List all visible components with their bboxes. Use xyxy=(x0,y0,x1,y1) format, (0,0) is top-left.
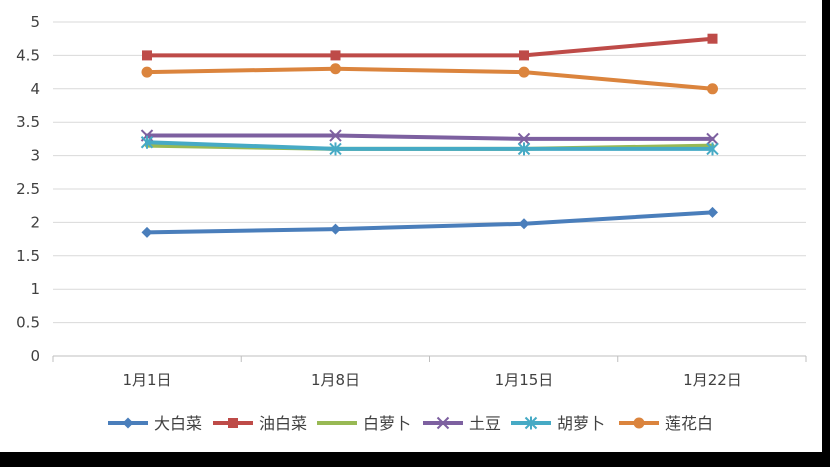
y-tick-label: 5 xyxy=(30,13,40,31)
legend-label: 白萝卜 xyxy=(363,414,411,433)
data-point xyxy=(141,66,153,78)
axes xyxy=(52,355,807,362)
legend-item: 土豆 xyxy=(423,414,501,433)
x-tick-label: 1月22日 xyxy=(683,371,742,389)
data-point xyxy=(707,33,718,44)
series-line xyxy=(145,133,715,141)
data-point xyxy=(141,226,153,238)
data-point xyxy=(707,206,718,218)
legend-item: 油白菜 xyxy=(213,414,307,433)
data-point xyxy=(706,142,719,156)
data-point xyxy=(330,63,341,75)
legend-label: 油白菜 xyxy=(259,414,307,433)
legend-item: 莲花白 xyxy=(619,414,713,433)
legend-item: 胡萝卜 xyxy=(511,414,605,433)
legend-label: 土豆 xyxy=(469,414,501,433)
data-point xyxy=(517,132,531,146)
data-point xyxy=(524,416,538,430)
data-point xyxy=(633,417,645,429)
x-tick-label: 1月1日 xyxy=(122,371,171,389)
data-point xyxy=(330,50,341,61)
x-axis-ticks: 1月1日 1月8日 1月15日 1月22日 xyxy=(122,371,741,389)
series-line xyxy=(145,36,715,58)
series-油白菜 xyxy=(142,33,718,61)
y-tick-label: 4.5 xyxy=(16,46,40,64)
series-大白菜 xyxy=(141,206,718,238)
series-group xyxy=(140,33,719,238)
legend-item: 白萝卜 xyxy=(317,414,411,433)
y-tick-label: 1.5 xyxy=(16,247,40,265)
series-line xyxy=(145,66,715,91)
y-tick-label: 2.5 xyxy=(16,180,40,198)
data-point xyxy=(518,66,530,78)
legend-label: 胡萝卜 xyxy=(557,414,605,433)
y-tick-label: 0.5 xyxy=(16,314,40,332)
data-point xyxy=(329,129,342,142)
y-tick-label: 4 xyxy=(30,80,40,98)
series-line xyxy=(145,210,715,235)
series-line xyxy=(145,140,715,151)
gridlines xyxy=(53,21,806,324)
data-point xyxy=(329,142,342,156)
y-tick-label: 2 xyxy=(30,213,40,231)
data-point xyxy=(518,218,530,230)
x-tick-label: 1月15日 xyxy=(495,371,554,389)
series-土豆 xyxy=(140,129,719,146)
series-莲花白 xyxy=(141,63,718,95)
data-point xyxy=(706,132,719,146)
y-axis-ticks: 0 0.5 1 1.5 2 2.5 3 3.5 4 4.5 5 xyxy=(16,13,40,365)
data-point xyxy=(707,83,718,95)
line-chart: 0 0.5 1 1.5 2 2.5 3 3.5 4 4.5 5 1月1日 1月8日 1月15日 1月22日… xyxy=(16,13,807,433)
data-point xyxy=(519,50,529,61)
data-point xyxy=(140,135,154,149)
y-tick-label: 3 xyxy=(30,147,40,165)
legend-label: 莲花白 xyxy=(665,414,713,433)
data-point xyxy=(122,417,134,429)
legend: 大白菜 油白菜 白萝卜 土豆 胡萝卜 莲花白 xyxy=(108,414,713,433)
data-point xyxy=(228,418,238,428)
data-point xyxy=(517,142,531,156)
data-point xyxy=(142,50,152,61)
y-tick-label: 0 xyxy=(30,347,40,365)
x-tick-label: 1月8日 xyxy=(311,371,360,389)
series-胡萝卜 xyxy=(140,135,719,156)
y-tick-label: 3.5 xyxy=(16,113,40,131)
chart-frame: 0 0.5 1 1.5 2 2.5 3 3.5 4 4.5 5 1月1日 1月8日 1月15日 1月22日… xyxy=(0,0,822,452)
data-point xyxy=(436,416,450,430)
y-tick-label: 1 xyxy=(30,280,40,298)
legend-label: 大白菜 xyxy=(154,414,202,433)
data-point xyxy=(330,223,341,235)
legend-item: 大白菜 xyxy=(108,414,202,433)
